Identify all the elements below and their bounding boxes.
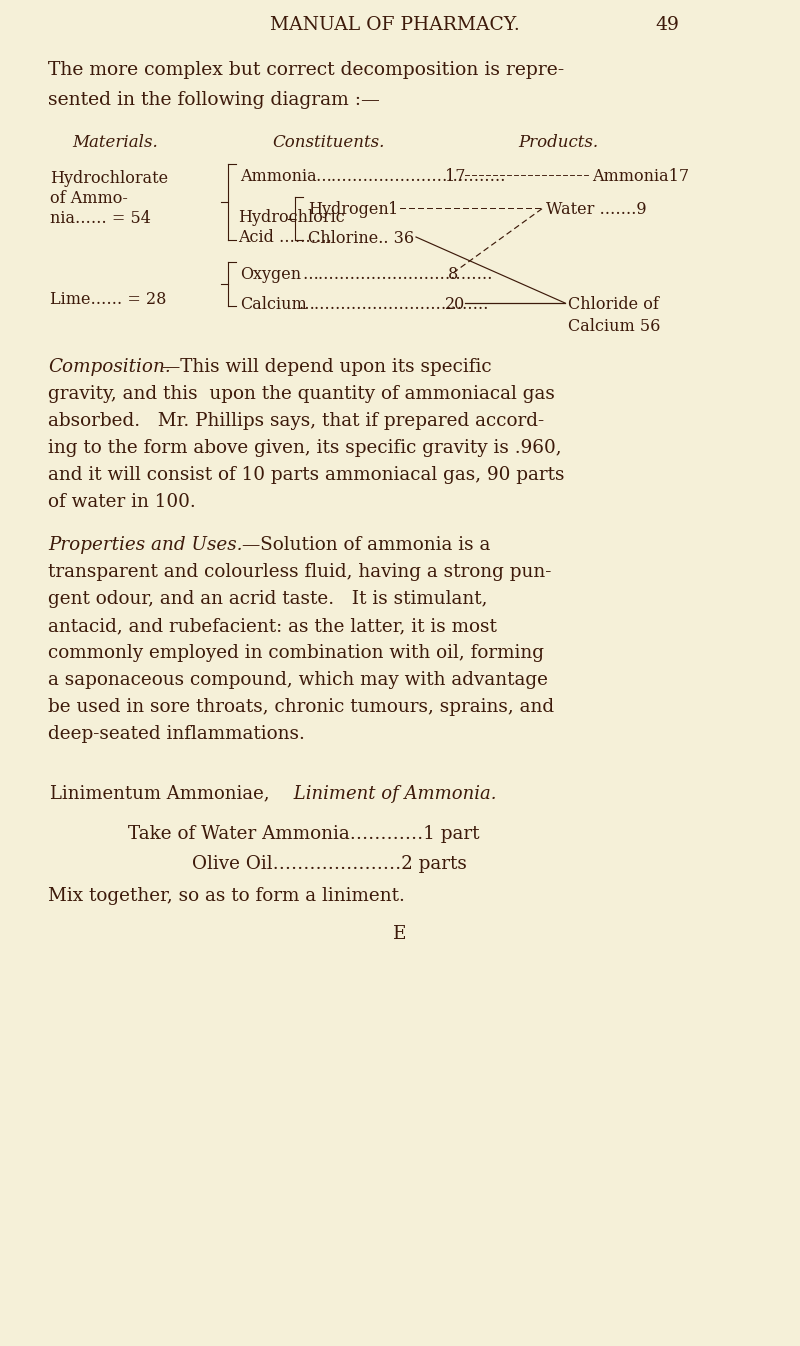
Text: —Solution of ammonia is a: —Solution of ammonia is a: [242, 536, 490, 555]
Text: Products.: Products.: [518, 135, 598, 151]
Text: Lime…… = 28: Lime…… = 28: [50, 291, 166, 308]
Text: Chloride of: Chloride of: [568, 296, 659, 314]
Text: absorbed.   Mr. Phillips says, that if prepared accord-: absorbed. Mr. Phillips says, that if pre…: [48, 412, 544, 429]
Text: 17: 17: [445, 168, 466, 184]
Text: 49: 49: [655, 16, 679, 34]
Text: sented in the following diagram :—: sented in the following diagram :—: [48, 92, 380, 109]
Text: Water …….9: Water …….9: [546, 201, 646, 218]
Text: transparent and colourless fluid, having a strong pun-: transparent and colourless fluid, having…: [48, 563, 551, 581]
Text: gent odour, and an acrid taste.   It is stimulant,: gent odour, and an acrid taste. It is st…: [48, 590, 487, 608]
Text: ………………………………: ………………………………: [298, 296, 489, 314]
Text: Composition.: Composition.: [48, 358, 170, 376]
Text: Calcium 56: Calcium 56: [568, 318, 660, 335]
Text: E: E: [394, 925, 406, 942]
Text: commonly employed in combination with oil, forming: commonly employed in combination with oi…: [48, 645, 544, 662]
Text: Hydrochlorate: Hydrochlorate: [50, 170, 168, 187]
Text: Ammonia: Ammonia: [240, 168, 317, 184]
Text: Hydrogen: Hydrogen: [308, 201, 389, 218]
Text: antacid, and rubefacient: as the latter, it is most: antacid, and rubefacient: as the latter,…: [48, 618, 497, 635]
Text: ………………………………: ………………………………: [302, 267, 493, 283]
Text: Hydrochloric: Hydrochloric: [238, 209, 345, 226]
Text: Properties and Uses.: Properties and Uses.: [48, 536, 242, 555]
Text: Take of Water Ammonia…………1 part: Take of Water Ammonia…………1 part: [128, 825, 479, 843]
Text: Materials.: Materials.: [72, 135, 158, 151]
Text: Calcium: Calcium: [240, 296, 306, 314]
Text: gravity, and this  upon the quantity of ammoniacal gas: gravity, and this upon the quantity of a…: [48, 385, 555, 402]
Text: and it will consist of 10 parts ammoniacal gas, 90 parts: and it will consist of 10 parts ammoniac…: [48, 466, 565, 485]
Text: Oxygen: Oxygen: [240, 267, 301, 283]
Text: Mix together, so as to form a liniment.: Mix together, so as to form a liniment.: [48, 887, 405, 905]
Text: of water in 100.: of water in 100.: [48, 493, 196, 511]
Text: be used in sore throats, chronic tumours, sprains, and: be used in sore throats, chronic tumours…: [48, 699, 554, 716]
Text: Liniment of Ammonia.: Liniment of Ammonia.: [288, 785, 497, 802]
Text: Chlorine.. 36: Chlorine.. 36: [308, 230, 414, 248]
Text: Linimentum Ammoniae,: Linimentum Ammoniae,: [50, 785, 270, 802]
Text: Olive Oil…………………2 parts: Olive Oil…………………2 parts: [192, 855, 467, 872]
Text: Acid ……….: Acid ……….: [238, 229, 332, 246]
Text: 20: 20: [445, 296, 466, 314]
Text: deep-seated inflammations.: deep-seated inflammations.: [48, 725, 305, 743]
Text: MANUAL OF PHARMACY.: MANUAL OF PHARMACY.: [270, 16, 520, 34]
Text: ing to the form above given, its specific gravity is .960,: ing to the form above given, its specifi…: [48, 439, 562, 458]
Text: nia…… = 54: nia…… = 54: [50, 210, 151, 227]
Text: of Ammo-: of Ammo-: [50, 190, 128, 207]
Text: 1: 1: [388, 201, 398, 218]
Text: ………………………………: ………………………………: [315, 168, 506, 184]
Text: Ammonia17: Ammonia17: [592, 168, 689, 184]
Text: a saponaceous compound, which may with advantage: a saponaceous compound, which may with a…: [48, 672, 548, 689]
Text: —This will depend upon its specific: —This will depend upon its specific: [162, 358, 492, 376]
Text: Constituents.: Constituents.: [272, 135, 384, 151]
Text: The more complex but correct decomposition is repre-: The more complex but correct decompositi…: [48, 61, 564, 79]
Text: 8: 8: [448, 267, 458, 283]
